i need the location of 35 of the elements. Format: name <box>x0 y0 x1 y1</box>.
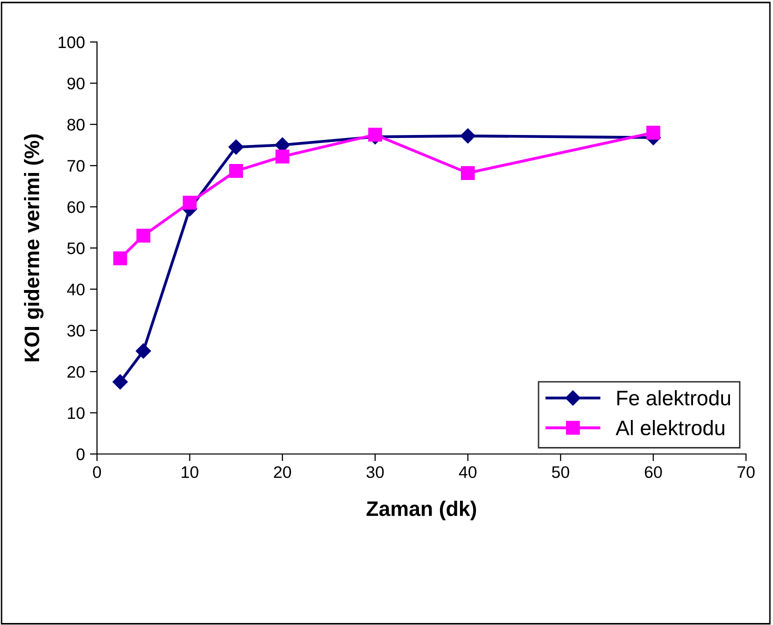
point <box>460 166 475 180</box>
point <box>646 126 660 140</box>
x-tick-label: 20 <box>274 466 292 478</box>
y-tick-label: 70 <box>68 160 85 172</box>
y-tick-label: 50 <box>67 242 85 254</box>
point <box>460 128 476 144</box>
y-tick-label: 100 <box>58 36 85 48</box>
x-tick-label: 30 <box>366 466 384 478</box>
y-tick-label: 30 <box>67 324 85 337</box>
y-tick-label: 20 <box>67 366 85 378</box>
x-tick-label: 70 <box>738 466 755 478</box>
y-tick-label: 40 <box>67 284 85 296</box>
y-tick-label: 0 <box>76 448 85 460</box>
point <box>182 196 197 210</box>
x-tick-label: 50 <box>552 466 570 478</box>
point <box>228 139 244 155</box>
y-tick-label: 90 <box>67 78 85 90</box>
y-axis-title: KOI giderme verimi (%) <box>24 134 44 362</box>
y-tick-label: 80 <box>67 118 85 131</box>
point <box>275 150 290 164</box>
point <box>113 251 128 266</box>
point <box>112 374 128 390</box>
point <box>136 343 151 359</box>
y-tick-label: 60 <box>68 201 85 214</box>
y-tick-label: 10 <box>68 407 85 420</box>
legend-label: Al elektrodu <box>616 420 724 436</box>
x-tick-label: 40 <box>458 466 476 478</box>
legend-label: Fe alektrodu <box>617 390 730 406</box>
x-axis-title: Zaman (dk) <box>366 500 476 520</box>
x-tick-label: 60 <box>644 466 662 478</box>
x-tick-label: 0 <box>93 466 101 478</box>
point <box>229 164 244 178</box>
point <box>136 228 150 243</box>
x-tick-label: 10 <box>182 466 198 478</box>
point <box>368 128 382 142</box>
